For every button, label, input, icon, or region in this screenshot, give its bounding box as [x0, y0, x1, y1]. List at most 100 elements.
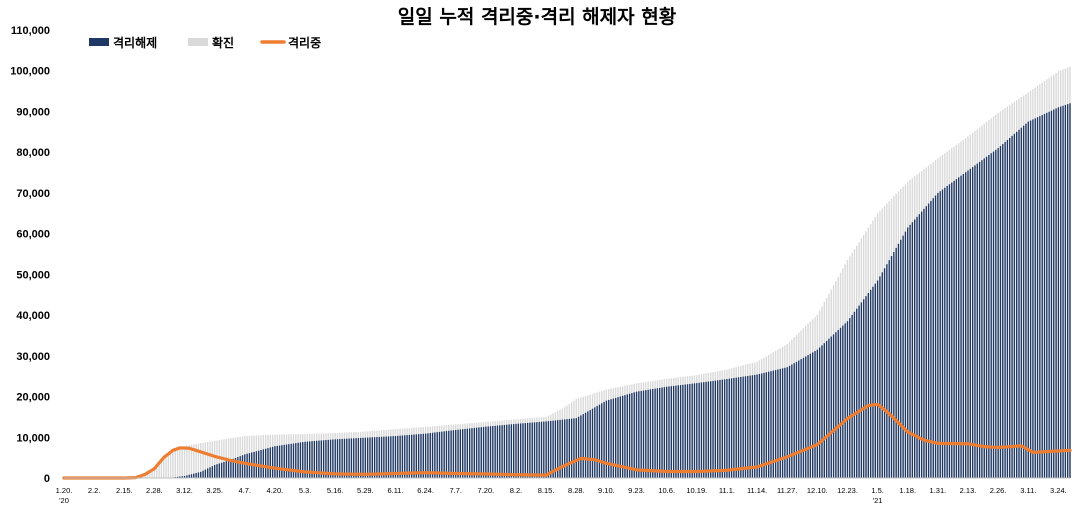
- released-bar: [494, 425, 496, 478]
- released-bar: [246, 453, 248, 478]
- released-bar: [399, 435, 401, 478]
- released-bar: [512, 424, 515, 478]
- released-bar: [533, 422, 536, 478]
- released-bar: [988, 155, 990, 478]
- isolated-line: [62, 402, 1072, 480]
- released-bar: [807, 355, 809, 478]
- released-bar: [937, 192, 939, 478]
- released-bar: [837, 329, 839, 478]
- released-bar: [404, 435, 406, 478]
- confirmed-bar: [232, 437, 234, 478]
- released-bar: [842, 325, 844, 478]
- released-bar: [366, 437, 369, 478]
- released-bar: [601, 403, 603, 478]
- released-bar: [981, 160, 983, 479]
- released-bar: [526, 422, 529, 478]
- released-bar: [1041, 115, 1043, 478]
- released-bar: [990, 153, 992, 478]
- released-bar: [299, 442, 302, 478]
- released-bar: [538, 421, 540, 478]
- released-bar: [598, 404, 601, 478]
- confirmed-bar: [207, 441, 209, 478]
- released-bar: [262, 449, 265, 478]
- released-bar: [1029, 120, 1032, 478]
- released-bar: [471, 428, 473, 478]
- confirmed-bar: [202, 442, 204, 478]
- released-bar: [962, 173, 965, 478]
- confirmed-bar: [179, 447, 181, 478]
- released-bar: [357, 438, 360, 478]
- released-bar: [260, 449, 262, 478]
- released-bar: [431, 432, 434, 478]
- x-tick-label: 8.2.: [510, 486, 523, 495]
- released-bar: [1039, 116, 1041, 479]
- released-bar: [360, 437, 362, 478]
- released-bar: [466, 428, 469, 478]
- confirmed-bar: [181, 446, 183, 478]
- released-bar: [693, 383, 696, 478]
- released-bar: [276, 445, 278, 478]
- released-bar: [805, 356, 807, 478]
- confirmed-bar: [213, 440, 216, 478]
- released-bar: [267, 448, 269, 478]
- released-bar: [816, 349, 819, 478]
- released-bar: [846, 321, 849, 478]
- released-bar: [777, 369, 779, 478]
- released-bar: [202, 470, 204, 478]
- released-bar: [835, 332, 837, 478]
- released-bar: [800, 359, 802, 478]
- released-bar: [710, 381, 712, 478]
- released-bar: [614, 397, 617, 478]
- x-tick-label: 8.28.: [568, 486, 585, 495]
- released-bar: [309, 441, 311, 478]
- released-bar: [408, 434, 411, 478]
- released-bar: [383, 436, 385, 478]
- released-bar: [397, 435, 399, 478]
- x-tick-label: 5.16.: [327, 486, 344, 495]
- x-tick-label: 7.20.: [478, 486, 495, 495]
- year-label-2020: '20: [59, 496, 69, 505]
- released-bar: [652, 389, 654, 478]
- released-bar: [209, 467, 211, 478]
- released-bar: [1053, 109, 1055, 478]
- released-bar: [932, 198, 934, 479]
- released-bar: [596, 406, 598, 478]
- released-bar: [364, 437, 367, 478]
- released-bar: [519, 423, 522, 478]
- confirmed-bar: [165, 454, 167, 478]
- released-bar: [230, 459, 232, 478]
- confirmed-bar: [193, 444, 195, 478]
- released-bar: [971, 167, 974, 478]
- released-bar: [756, 374, 758, 478]
- released-bar: [422, 433, 424, 478]
- released-bar: [302, 442, 304, 478]
- released-bar: [672, 385, 675, 478]
- released-bar: [552, 420, 554, 478]
- released-bar: [779, 368, 781, 478]
- released-bar: [774, 370, 777, 478]
- released-bar: [577, 416, 580, 478]
- released-bar: [190, 474, 193, 478]
- released-bar: [853, 311, 856, 478]
- released-bar: [1064, 104, 1067, 478]
- released-bar: [1004, 142, 1006, 478]
- released-bar: [918, 214, 921, 478]
- released-bar: [1046, 112, 1048, 479]
- released-bar: [547, 421, 550, 478]
- released-bar: [417, 434, 420, 478]
- released-bar: [315, 440, 318, 478]
- x-tick-label: 3.12.: [176, 486, 193, 495]
- released-bar: [429, 433, 431, 478]
- released-bar: [654, 388, 656, 478]
- x-axis-ticks: 1.20. 2.2. 2.15. 2.28. 3.12. 3.25. 4.7. 4.20. 5.…: [56, 486, 1067, 495]
- released-bar: [948, 184, 951, 479]
- x-tick-label: 2.13.: [960, 486, 977, 495]
- released-bar: [818, 347, 821, 478]
- released-bar: [207, 468, 209, 478]
- released-bar: [619, 396, 622, 478]
- released-bar: [485, 426, 487, 478]
- released-bar: [744, 376, 747, 478]
- released-bar: [823, 343, 825, 478]
- released-bar: [278, 445, 281, 478]
- released-bar: [304, 441, 306, 478]
